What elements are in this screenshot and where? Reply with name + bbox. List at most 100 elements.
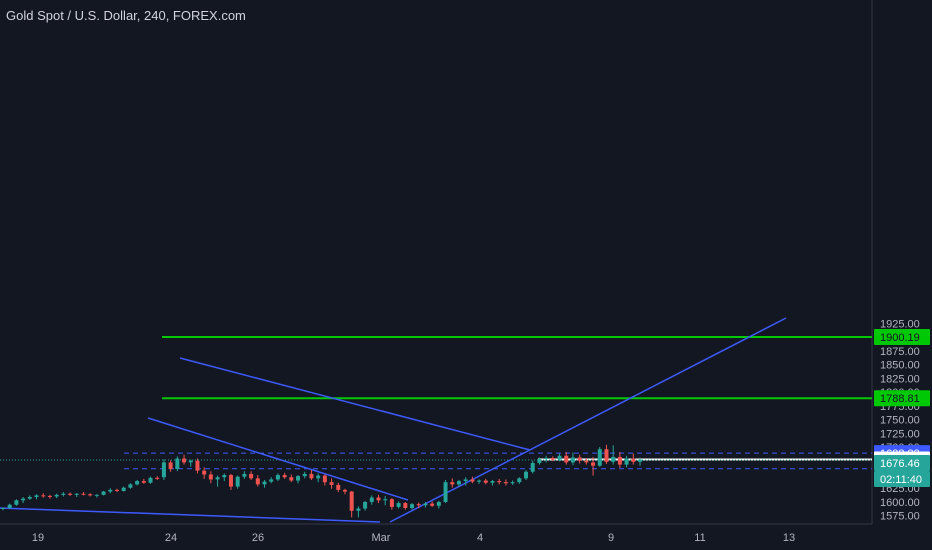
trendline[interactable]	[0, 507, 381, 523]
candle-body	[336, 484, 341, 490]
candle-body	[617, 456, 622, 465]
candle-body	[363, 501, 368, 509]
candle-body	[477, 480, 482, 482]
candle-body	[530, 462, 535, 472]
candle-body	[21, 498, 26, 501]
candle-body	[443, 482, 448, 502]
candle-body	[483, 480, 488, 483]
y-tick-label: 1750.00	[880, 415, 920, 427]
candle-body	[557, 455, 562, 460]
candle-body	[215, 477, 220, 480]
candle-body	[503, 482, 508, 484]
candle-body	[470, 479, 475, 482]
candle-body	[316, 475, 321, 479]
candle-body	[329, 482, 334, 485]
candle-body	[202, 470, 207, 475]
y-tick-label: 1825.00	[880, 373, 920, 385]
y-tick-label: 1925.00	[880, 318, 920, 330]
price-tag-bg	[874, 329, 930, 346]
candle-body	[74, 493, 79, 495]
candle-body	[456, 481, 461, 485]
candle-body	[322, 475, 327, 483]
candle-body	[369, 497, 374, 502]
price-tag-bg	[874, 470, 930, 487]
candle-body	[7, 504, 12, 509]
candle-body	[604, 449, 609, 462]
candle-body	[570, 457, 575, 463]
candle-body	[497, 481, 502, 483]
x-tick-label: 19	[32, 532, 44, 544]
candle-body	[591, 462, 596, 466]
candle-body	[114, 489, 119, 491]
candle-body	[564, 455, 569, 463]
candle-body	[208, 474, 213, 480]
trendlines[interactable]	[0, 317, 787, 523]
trendline[interactable]	[179, 357, 531, 451]
candle-body	[517, 478, 522, 483]
candle-body	[14, 500, 19, 505]
candle-body	[463, 479, 468, 482]
candle-body	[510, 482, 515, 484]
candle-body	[275, 475, 280, 480]
trendline[interactable]	[147, 417, 409, 501]
candle-body	[68, 493, 73, 495]
candle-body	[188, 460, 193, 463]
x-tick-label: Mar	[372, 532, 391, 544]
candle-body	[376, 497, 381, 501]
candle-body	[631, 458, 636, 462]
price-tag: 02:11:40	[874, 470, 930, 487]
candle-body	[135, 481, 140, 485]
candle-body	[141, 481, 146, 483]
candle-body	[175, 458, 180, 469]
candle-body	[524, 471, 529, 479]
x-tick-label: 4	[477, 532, 483, 544]
candle-body	[1, 508, 5, 510]
candle-body	[584, 460, 589, 463]
price-tag-label: 02:11:40	[880, 474, 922, 486]
candle-body	[168, 462, 173, 469]
x-tick-label: 9	[608, 532, 614, 544]
candle-body	[296, 476, 301, 481]
candle-body	[416, 504, 421, 506]
candle-body	[242, 473, 247, 477]
candle-body	[94, 494, 99, 496]
candle-body	[41, 495, 46, 497]
candle-body	[121, 487, 126, 491]
price-tag-label: 1900.19	[880, 332, 920, 344]
candle-body	[282, 475, 287, 478]
candle-body	[597, 449, 602, 466]
candle-body	[550, 458, 555, 460]
candle-body	[128, 484, 133, 488]
candle-body	[269, 479, 274, 482]
candle-body	[155, 477, 160, 479]
candle-body	[108, 489, 113, 492]
price-tag: 1676.46	[874, 454, 930, 471]
y-tick-label: 1575.00	[880, 511, 920, 523]
candle-body	[235, 476, 240, 487]
x-tick-label: 11	[694, 532, 705, 544]
candle-body	[396, 503, 401, 507]
candle-body	[54, 494, 59, 497]
candle-body	[403, 503, 408, 509]
price-tag: 1900.19	[874, 329, 930, 346]
x-tick-label: 26	[252, 532, 264, 544]
candle-body	[349, 491, 354, 511]
candle-body	[537, 459, 542, 463]
candle-body	[611, 456, 616, 462]
candle-body	[423, 503, 428, 506]
price-tag-label: 1788.81	[880, 393, 920, 405]
price-tag-label: 1676.46	[880, 458, 920, 470]
trendline[interactable]	[389, 317, 787, 523]
candle-body	[88, 494, 93, 496]
candle-body	[47, 495, 52, 497]
candle-body	[342, 489, 347, 492]
x-tick-label: 24	[165, 532, 177, 544]
candle-body	[430, 503, 435, 506]
candle-body	[309, 473, 314, 479]
candle-body	[638, 459, 642, 462]
price-tag-bg	[874, 454, 930, 471]
candle-body	[544, 458, 549, 460]
y-tick-label: 1850.00	[880, 360, 920, 372]
